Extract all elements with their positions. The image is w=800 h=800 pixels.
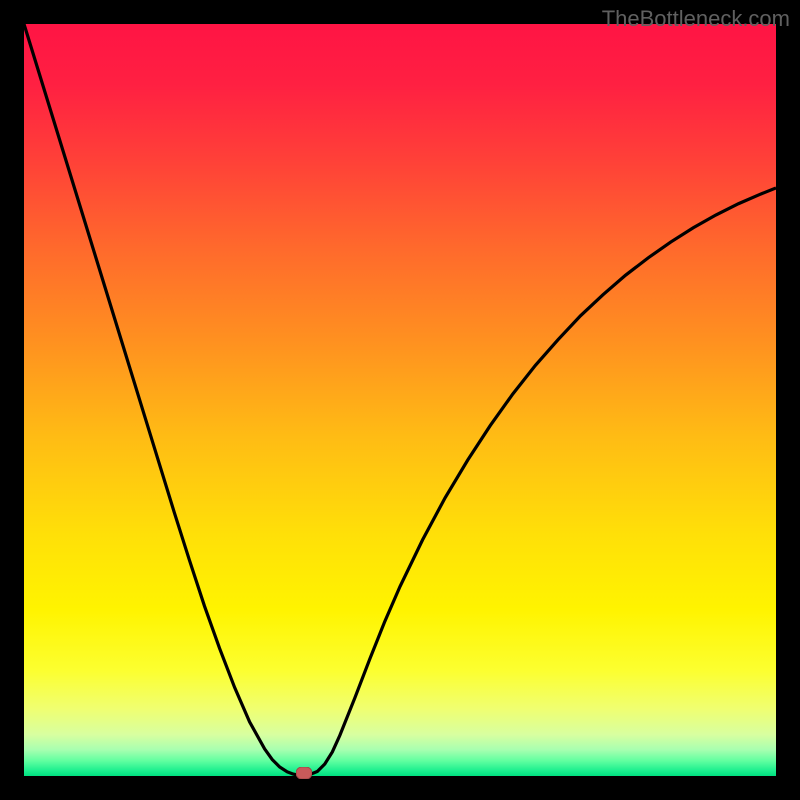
chart-container: { "watermark": { "text": "TheBottleneck.…: [0, 0, 800, 800]
watermark-label: TheBottleneck.com: [602, 6, 790, 32]
plot-area: [24, 24, 776, 776]
bottleneck-curve: [24, 24, 776, 776]
watermark-text: TheBottleneck.com: [602, 6, 790, 31]
curve-minimum-marker: [296, 767, 312, 779]
